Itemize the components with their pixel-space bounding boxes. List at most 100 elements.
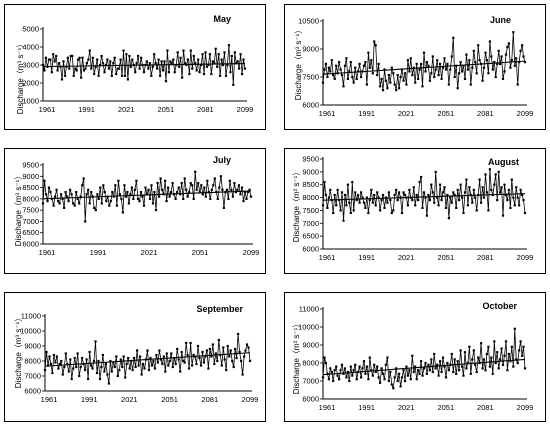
data-point xyxy=(189,341,192,345)
data-point xyxy=(139,355,142,358)
data-point xyxy=(343,367,347,370)
data-point xyxy=(468,59,471,62)
data-point xyxy=(180,182,183,185)
data-point xyxy=(336,374,339,377)
data-point xyxy=(153,367,156,370)
data-point xyxy=(506,46,509,49)
data-point xyxy=(469,372,472,375)
data-point xyxy=(352,209,355,212)
data-point xyxy=(79,365,82,369)
data-point xyxy=(351,374,354,377)
data-point xyxy=(507,188,510,191)
x-tick-label: 1991 xyxy=(81,395,98,404)
data-point xyxy=(87,58,90,61)
data-point xyxy=(79,195,82,198)
data-point xyxy=(164,80,168,83)
data-point xyxy=(55,355,58,358)
data-point xyxy=(439,183,442,186)
data-point xyxy=(417,199,420,202)
data-point xyxy=(440,77,443,80)
data-point xyxy=(76,197,79,200)
data-point xyxy=(191,184,194,187)
data-point xyxy=(82,69,86,72)
x-tick-label: 2099 xyxy=(243,248,260,257)
y-tick-label: 9000 xyxy=(24,342,41,351)
data-point xyxy=(154,62,157,65)
data-point xyxy=(148,197,152,200)
data-point xyxy=(355,77,358,80)
x-tick-label: 2051 xyxy=(157,105,174,114)
data-point xyxy=(225,368,228,372)
data-point xyxy=(324,62,327,65)
data-point xyxy=(490,356,493,359)
trend-line xyxy=(322,358,526,376)
data-point xyxy=(97,197,100,200)
data-point xyxy=(101,353,104,357)
x-tick-label: 2021 xyxy=(121,395,138,404)
data-point xyxy=(333,77,336,80)
series-line xyxy=(322,328,526,390)
y-tick-label: 6500 xyxy=(22,228,39,237)
data-point xyxy=(113,365,116,369)
data-point xyxy=(121,211,124,214)
data-point xyxy=(361,196,364,199)
data-point xyxy=(129,193,132,196)
data-point xyxy=(49,191,52,194)
data-point xyxy=(171,365,174,369)
data-point xyxy=(490,55,493,58)
data-point xyxy=(241,72,244,76)
data-point xyxy=(433,352,436,356)
data-point xyxy=(234,347,237,351)
data-point xyxy=(323,68,326,71)
x-tick-label: 2021 xyxy=(141,248,158,257)
data-point xyxy=(386,87,389,90)
data-point xyxy=(522,55,525,58)
data-point xyxy=(441,191,445,194)
data-point xyxy=(437,74,440,77)
data-point xyxy=(421,85,424,88)
y-tick-label: 10500 xyxy=(298,17,319,26)
data-point xyxy=(463,191,467,194)
x-tick-label: 2021 xyxy=(398,109,415,118)
data-point xyxy=(238,67,241,70)
data-point xyxy=(207,367,210,370)
data-point xyxy=(194,170,197,173)
data-point xyxy=(343,193,347,197)
data-point xyxy=(85,193,88,196)
data-point xyxy=(507,42,510,45)
data-point xyxy=(87,188,90,191)
data-point xyxy=(128,367,131,370)
data-point xyxy=(195,69,198,72)
data-point xyxy=(411,354,414,357)
data-point xyxy=(88,350,91,354)
x-tick-label: 2021 xyxy=(398,253,415,262)
data-point xyxy=(191,364,194,367)
data-point xyxy=(462,211,465,215)
data-point xyxy=(103,370,106,373)
data-point xyxy=(461,70,464,73)
data-point xyxy=(395,89,398,92)
data-point xyxy=(471,201,474,204)
chart-august: 6000 6500 7000 7500 8000 8500 9000 9500 1961 1991… xyxy=(292,155,533,263)
data-point xyxy=(239,193,242,196)
data-point xyxy=(110,74,113,77)
data-point xyxy=(493,61,496,64)
y-tick-label: 10000 xyxy=(298,323,319,332)
data-point xyxy=(343,64,347,67)
data-point xyxy=(333,193,336,197)
data-point xyxy=(482,66,486,69)
data-point xyxy=(484,369,487,372)
data-point xyxy=(488,40,491,43)
data-point xyxy=(430,72,433,75)
data-point xyxy=(362,360,366,363)
data-point xyxy=(219,74,222,77)
y-tick-label: 8000 xyxy=(302,359,319,368)
data-point xyxy=(66,195,69,198)
data-point xyxy=(45,350,48,354)
data-point xyxy=(137,364,140,367)
data-point xyxy=(377,62,380,65)
data-point xyxy=(447,217,450,220)
y-tick-label: 8000 xyxy=(302,193,319,202)
data-point xyxy=(478,59,481,62)
data-point xyxy=(396,199,399,202)
